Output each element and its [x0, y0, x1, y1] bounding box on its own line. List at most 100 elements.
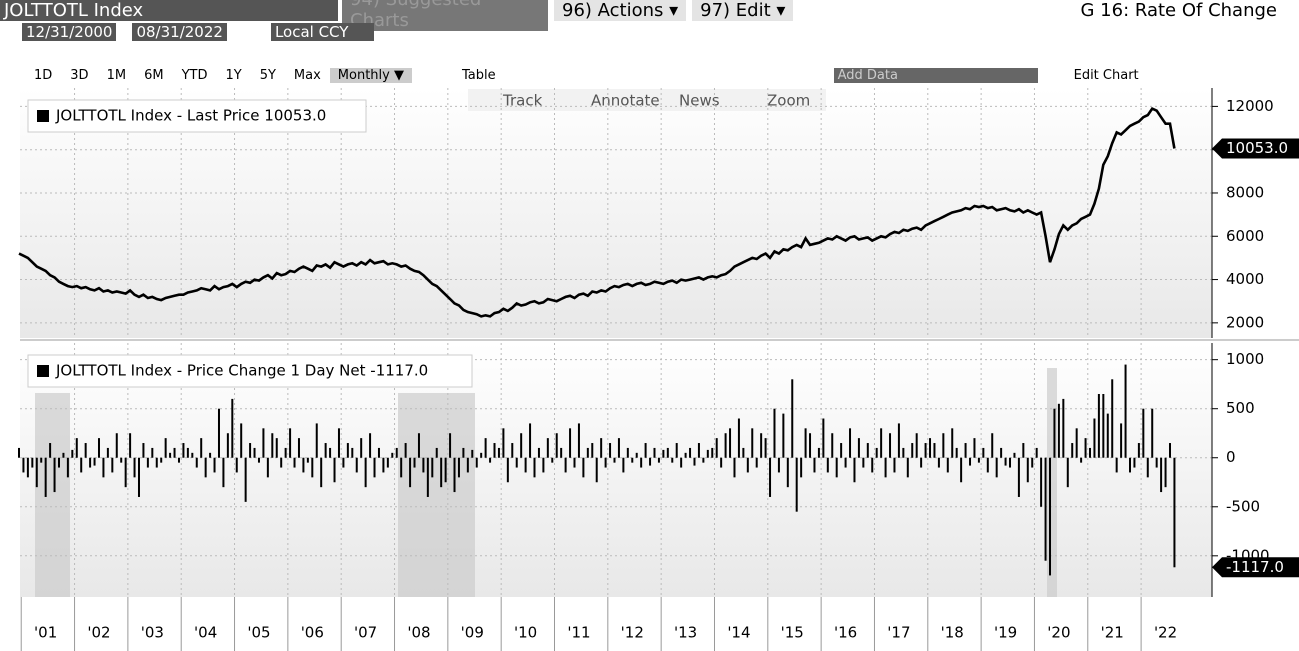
tool-button[interactable]: Track	[502, 92, 543, 110]
end-date[interactable]: 08/31/2022	[132, 23, 227, 41]
bar	[613, 457, 616, 463]
table-button[interactable]: Table	[461, 67, 496, 83]
bar	[93, 457, 96, 466]
edit-chart[interactable]: Edit Chart	[1073, 67, 1139, 83]
period-button[interactable]: 1Y	[225, 67, 242, 83]
bar	[355, 457, 358, 473]
tool-button[interactable]: News	[679, 92, 720, 110]
bar	[862, 457, 865, 468]
legend-box	[27, 354, 473, 388]
bar	[653, 447, 656, 458]
x-tick-label: '22	[1154, 624, 1177, 642]
bar	[937, 457, 940, 468]
bar	[222, 457, 225, 488]
bar	[1124, 364, 1127, 458]
bar	[1164, 457, 1167, 488]
bar	[982, 447, 985, 458]
bar	[911, 443, 914, 458]
bar	[97, 438, 100, 458]
bar	[177, 457, 180, 463]
bar	[133, 457, 136, 478]
bar	[533, 457, 536, 478]
last-tag	[1212, 557, 1299, 578]
recession	[1047, 368, 1057, 597]
bar	[915, 433, 918, 458]
bar	[644, 443, 647, 458]
bar	[777, 457, 780, 473]
bar	[684, 452, 687, 458]
start-date[interactable]: 12/31/2000	[22, 23, 117, 41]
bar	[1168, 443, 1171, 458]
bar	[435, 447, 438, 458]
period-button[interactable]: 1D	[34, 67, 53, 83]
bar	[1146, 457, 1149, 478]
bar	[466, 457, 469, 473]
last-value-label: -1117.0	[1226, 558, 1284, 576]
bar	[18, 447, 20, 458]
period-button[interactable]: 5Y	[259, 67, 276, 83]
bar	[1031, 457, 1034, 468]
bar	[964, 443, 967, 458]
period-button[interactable]: Max	[293, 67, 321, 83]
bar	[275, 438, 278, 458]
bar	[262, 428, 265, 458]
toolbar: Track Annotate News Zoom	[468, 89, 826, 111]
bar	[124, 457, 127, 488]
bar	[62, 452, 65, 458]
bar	[226, 433, 229, 458]
bar	[560, 447, 563, 458]
x-tick-label: '11	[567, 624, 590, 642]
bar	[31, 457, 34, 468]
bar	[635, 452, 638, 458]
last-value-label: 10053.0	[1226, 139, 1288, 157]
bar	[1044, 457, 1047, 561]
bar	[351, 447, 354, 458]
bar	[871, 457, 874, 473]
x-tick-label: '13	[674, 624, 697, 642]
bar	[555, 433, 558, 458]
period-button[interactable]: 3D	[70, 67, 89, 83]
bar	[546, 438, 549, 458]
bar	[822, 418, 825, 458]
bar	[200, 438, 203, 458]
bar	[289, 428, 292, 458]
bar	[217, 408, 220, 458]
bar	[840, 443, 843, 458]
recession	[35, 393, 70, 597]
actions-menu[interactable]: 96) Actions ▾	[554, 0, 687, 21]
bar	[773, 408, 776, 458]
last-tag	[1212, 138, 1299, 159]
x-tick-label: '16	[834, 624, 857, 642]
x-tick-label: '10	[514, 624, 537, 642]
bar	[413, 457, 416, 468]
bar	[991, 433, 994, 458]
period-button[interactable]: 1M	[106, 67, 127, 83]
bar	[844, 457, 847, 468]
bar	[1040, 457, 1043, 507]
x-tick-label: '15	[781, 624, 804, 642]
bar	[426, 457, 429, 497]
y-tick-label: 1000	[1226, 350, 1264, 368]
bar	[102, 457, 105, 478]
bar	[271, 433, 274, 458]
tool-button[interactable]: Zoom	[767, 92, 810, 110]
period-button[interactable]: 6M	[144, 67, 164, 83]
add-data[interactable]: Add Data	[833, 67, 1038, 83]
bar	[146, 457, 149, 468]
period-button[interactable]: YTD	[181, 67, 208, 83]
edit-menu[interactable]: 97) Edit ▾	[692, 0, 794, 21]
bar	[1089, 447, 1092, 458]
bar	[1115, 457, 1118, 473]
frequency[interactable]: Monthly ▼	[329, 67, 412, 83]
bar	[471, 449, 474, 458]
bar	[1013, 452, 1016, 458]
bar	[924, 443, 927, 458]
bar	[391, 452, 394, 458]
bar	[577, 423, 580, 458]
bar	[920, 457, 923, 468]
x-tick-label: '03	[141, 624, 164, 642]
bar	[631, 457, 634, 463]
currency[interactable]: Local CCY	[270, 23, 374, 41]
y-tick-label: 8000	[1226, 183, 1264, 201]
chart-name: G 16: Rate Of Change	[1080, 0, 1278, 21]
